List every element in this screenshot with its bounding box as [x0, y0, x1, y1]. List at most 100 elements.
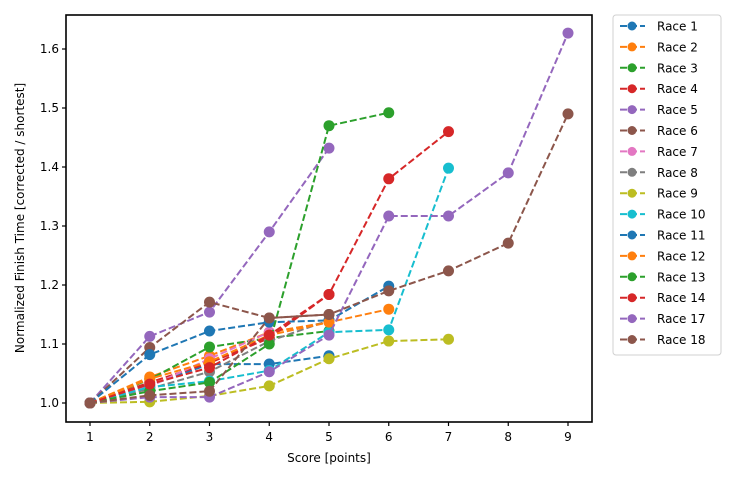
series-race-5	[84, 142, 335, 409]
legend-label: Race 14	[657, 291, 706, 305]
data-point	[383, 285, 395, 297]
data-point	[144, 378, 156, 390]
legend-label: Race 13	[657, 270, 706, 284]
data-point	[144, 349, 156, 361]
legend-marker-icon	[627, 21, 637, 31]
legend-item: Race 10	[620, 208, 706, 222]
legend-marker-icon	[627, 314, 637, 324]
y-tick-label: 1.2	[40, 278, 59, 292]
series-race-18	[84, 108, 574, 409]
legend-item: Race 4	[620, 82, 698, 96]
legend-item: Race 17	[620, 312, 706, 326]
data-point	[502, 237, 514, 249]
y-axis-label: Normalized Finish Time [corrected / shor…	[13, 83, 27, 353]
legend: Race 1 Race 2 Race 3 Race 4 Race 5 Race 6 Race…	[612, 14, 722, 356]
x-axis: 1 2 3 4 5 6 7 8 9	[86, 422, 572, 444]
legend-marker-icon	[627, 42, 637, 52]
y-tick-label: 1.0	[40, 396, 59, 410]
legend-item: Race 13	[620, 270, 706, 284]
legend-label: Race 7	[657, 145, 698, 159]
x-tick-label: 2	[146, 430, 154, 444]
legend-item: Race 11	[620, 229, 706, 243]
legend-marker-icon	[627, 146, 637, 156]
data-point	[204, 385, 215, 397]
legend-marker-icon	[627, 188, 637, 198]
y-tick-label: 1.1	[40, 337, 59, 351]
data-point	[323, 316, 335, 328]
data-point	[443, 162, 454, 174]
legend-label: Race 17	[657, 312, 706, 326]
data-point	[323, 142, 335, 154]
data-point	[323, 120, 335, 132]
data-point	[562, 108, 574, 120]
data-point	[263, 366, 275, 378]
legend-item: Race 14	[620, 291, 706, 305]
legend-marker-icon	[627, 272, 637, 282]
data-point	[383, 335, 395, 347]
x-tick-label: 9	[564, 430, 572, 444]
legend-item: Race 12	[620, 249, 706, 263]
data-point	[383, 303, 395, 315]
data-point	[443, 265, 454, 277]
legend-label: Race 5	[657, 103, 698, 117]
legend-item: Race 18	[620, 333, 706, 347]
legend-marker-icon	[627, 126, 637, 135]
legend-label: Race 3	[657, 61, 698, 75]
data-point	[323, 288, 335, 300]
data-point	[204, 362, 215, 374]
legend-label: Race 12	[657, 249, 706, 263]
data-point	[383, 173, 395, 185]
legend-label: Race 9	[657, 187, 698, 201]
data-point	[263, 329, 275, 341]
legend-item: Race 9	[620, 187, 698, 201]
data-point	[144, 389, 156, 401]
data-point	[263, 312, 275, 324]
x-tick-label: 1	[86, 430, 94, 444]
plot-area	[84, 27, 574, 409]
legend-label: Race 8	[657, 166, 698, 180]
data-point	[204, 325, 215, 337]
legend-marker-icon	[627, 105, 637, 115]
x-tick-label: 8	[504, 430, 512, 444]
data-point	[443, 126, 454, 138]
y-tick-label: 1.3	[40, 219, 59, 233]
legend-item: Race 3	[620, 61, 698, 75]
data-point	[443, 210, 454, 222]
data-point	[383, 107, 395, 119]
x-tick-label: 6	[385, 430, 393, 444]
legend-item: Race 7	[620, 145, 698, 159]
data-point	[204, 376, 215, 388]
legend-marker-icon	[627, 167, 637, 177]
x-tick-label: 3	[206, 430, 214, 444]
data-point	[383, 324, 395, 336]
x-tick-label: 5	[325, 430, 333, 444]
legend-item: Race 5	[620, 103, 698, 117]
legend-marker-icon	[627, 335, 637, 344]
data-point	[144, 330, 156, 342]
data-point	[263, 380, 275, 392]
legend-marker-icon	[627, 63, 637, 73]
legend-item: Race 8	[620, 166, 698, 180]
data-point	[323, 329, 335, 341]
data-point	[204, 306, 215, 318]
data-point	[383, 210, 395, 222]
x-axis-label: Score [points]	[287, 451, 371, 465]
legend-label: Race 2	[657, 40, 698, 54]
y-tick-label: 1.4	[40, 160, 59, 174]
legend-label: Race 4	[657, 82, 698, 96]
data-point	[443, 333, 454, 345]
legend-item: Race 2	[620, 40, 698, 54]
y-axis: 1.0 1.1 1.2 1.3 1.4 1.5 1.6	[40, 42, 66, 410]
legend-box	[612, 14, 722, 356]
legend-label: Race 1	[657, 20, 698, 34]
legend-marker-icon	[627, 209, 637, 219]
legend-marker-icon	[627, 251, 637, 261]
data-point	[84, 397, 96, 409]
data-point	[323, 309, 335, 320]
legend-label: Race 6	[657, 124, 698, 138]
legend-item: Race 6	[620, 124, 698, 138]
legend-label: Race 10	[657, 208, 706, 222]
data-point	[204, 341, 215, 353]
y-tick-label: 1.6	[40, 42, 59, 56]
